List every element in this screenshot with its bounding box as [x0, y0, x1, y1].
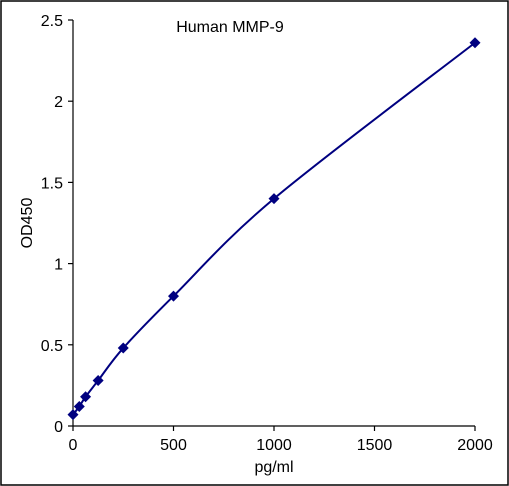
y-axis-title: OD450	[19, 198, 36, 249]
y-tick-label: 0	[54, 419, 63, 436]
x-tick-label: 1000	[256, 437, 292, 454]
y-tick-label: 2.5	[41, 13, 63, 30]
y-tick-label: 1	[54, 257, 63, 274]
plot-area	[67, 37, 481, 421]
x-tick-label: 2000	[457, 437, 493, 454]
data-point	[73, 401, 85, 413]
data-point	[80, 391, 92, 403]
chart-title: Human MMP-9	[176, 19, 284, 36]
x-tick-label: 500	[160, 437, 187, 454]
x-tick-label: 0	[69, 437, 78, 454]
x-axis-title: pg/ml	[254, 459, 293, 476]
data-point	[92, 375, 104, 387]
data-point	[268, 193, 280, 205]
x-axis-ticks: 0 500 1000 1500 2000	[69, 426, 493, 454]
data-point	[168, 290, 179, 302]
y-tick-label: 0.5	[41, 338, 63, 355]
data-point	[117, 342, 129, 354]
x-tick-label: 1500	[357, 437, 393, 454]
data-point	[67, 409, 79, 421]
y-axis-ticks: 0 0.5 1 1.5 2 2.5	[41, 13, 73, 436]
data-point	[469, 37, 481, 49]
y-tick-label: 2	[54, 94, 63, 111]
y-tick-label: 1.5	[41, 175, 63, 192]
